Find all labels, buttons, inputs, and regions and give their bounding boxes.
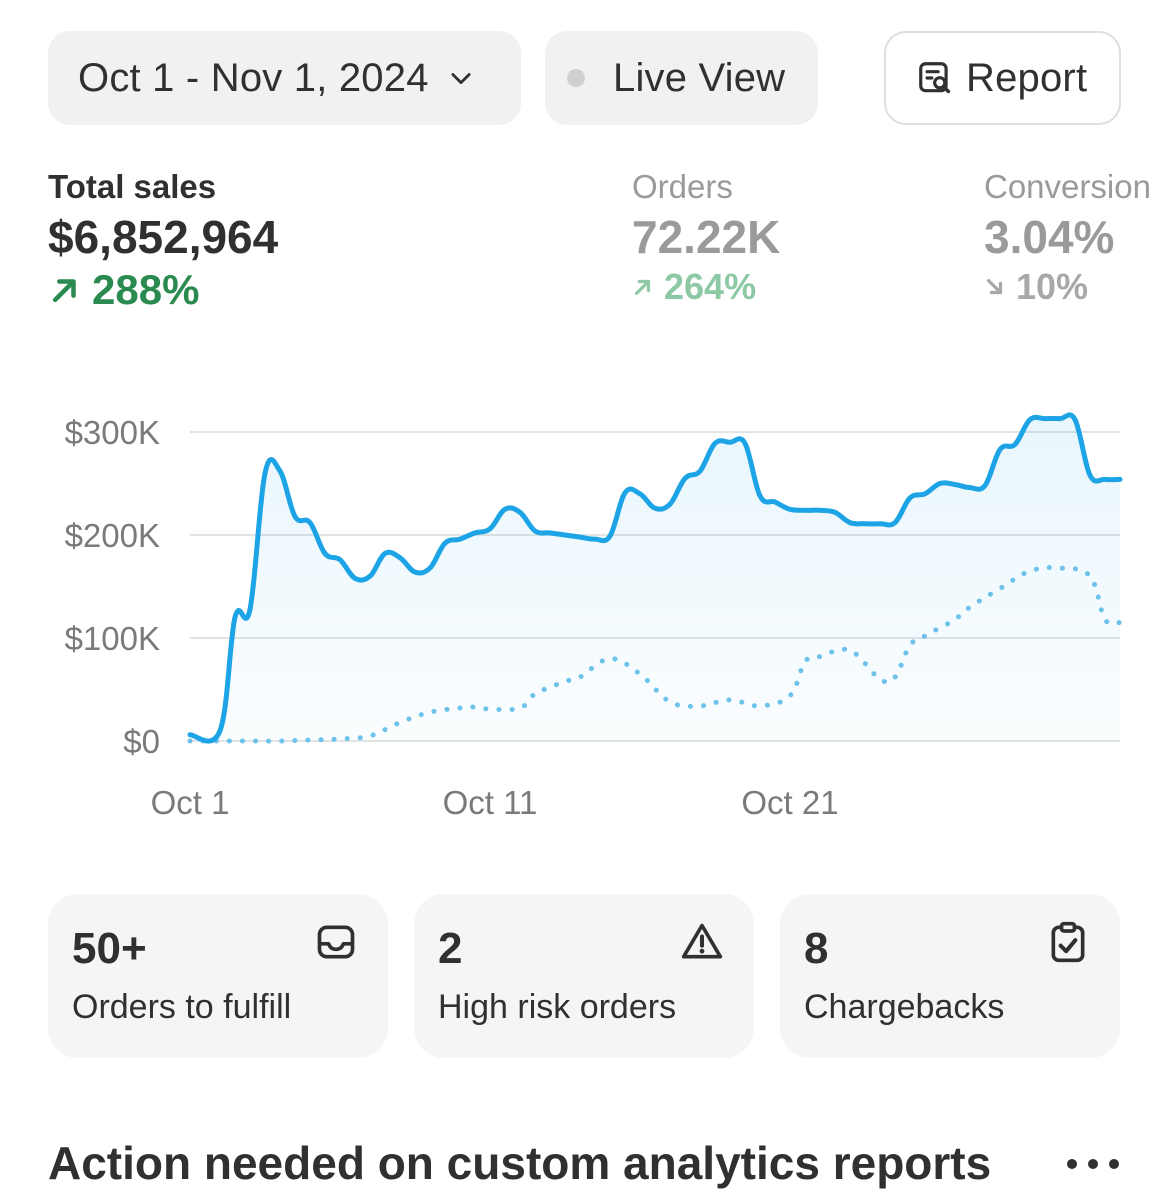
y-tick-label: $100K [65,620,160,657]
metric-delta-value: 264% [664,266,757,307]
metric-delta: 264% [632,266,780,308]
comparison-series-line [187,565,1123,744]
card-orders-to-fulfill[interactable]: 50+ Orders to fulfill [48,894,388,1058]
x-tick-label: Oct 1 [151,784,230,821]
y-tick-label: $200K [65,517,160,554]
metric-value: $6,852,964 [48,211,279,263]
metric-value: 3.04% [984,211,1115,263]
card-value: 50+ [72,924,147,973]
metric-label: Orders [632,168,733,205]
report-button[interactable]: Report [884,31,1121,125]
clipboard-check-icon [1051,921,1085,963]
report-label: Report [966,55,1088,100]
metric-label: Conversion [984,168,1151,205]
arrow-up-right-icon [52,279,76,303]
live-view-label: Live View [613,55,786,100]
metric-label: Total sales [48,168,217,205]
x-tick-label: Oct 21 [741,784,838,821]
sales-chart[interactable]: $0 $100K $200K $300K Oct 1 Oct 11 Oct 21 [0,380,1169,840]
live-status-dot [567,69,585,87]
metric-conversion[interactable]: Conversion 3.04% 10% [984,168,1169,308]
card-label: Chargebacks [804,988,1005,1026]
metric-delta: 288% [48,266,278,314]
date-range-picker[interactable]: Oct 1 - Nov 1, 2024 [48,31,521,125]
card-value: 8 [804,924,829,973]
sales-area-fill [190,414,1120,742]
arrow-down-right-icon [986,278,1003,295]
section-title: Action needed on custom analytics report… [48,1137,992,1189]
card-value: 2 [438,924,463,973]
card-chargebacks[interactable]: 8 Chargebacks [780,894,1120,1058]
live-view-button[interactable]: Live View [545,31,818,125]
metric-delta: 10% [984,266,1169,308]
more-options-icon[interactable] [1066,1158,1120,1170]
report-search-icon [919,62,951,94]
chevron-down-icon [451,73,471,85]
metric-orders[interactable]: Orders 72.22K 264% [632,168,780,308]
inbox-icon [317,925,355,959]
metric-delta-value: 288% [92,266,200,313]
alert-triangle-icon [681,923,723,959]
sales-series-line [187,412,1123,744]
card-high-risk-orders[interactable]: 2 High risk orders [414,894,754,1058]
y-tick-label: $300K [65,414,160,451]
x-tick-label: Oct 11 [443,784,538,821]
card-label: Orders to fulfill [72,988,292,1026]
y-tick-label: $0 [123,723,160,760]
card-label: High risk orders [438,988,677,1026]
metric-value: 72.22K [632,211,781,263]
metric-delta-value: 10% [1016,266,1089,307]
metric-total-sales[interactable]: Total sales $6,852,964 288% [48,168,278,314]
date-range-label: Oct 1 - Nov 1, 2024 [78,55,429,100]
arrow-up-right-icon [634,279,651,296]
